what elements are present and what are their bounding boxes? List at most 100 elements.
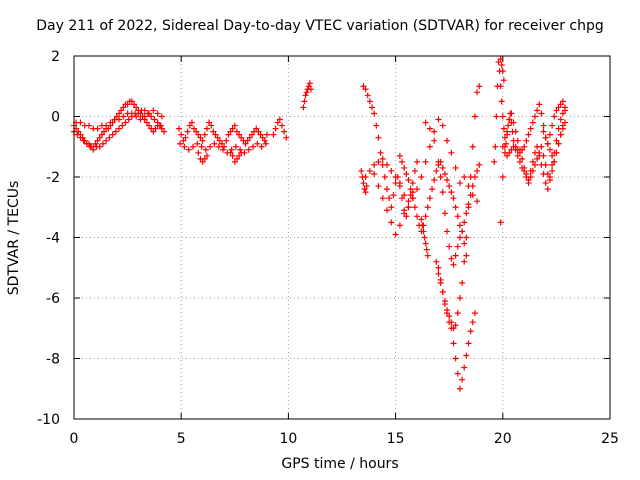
data-point	[185, 146, 192, 153]
data-point	[501, 134, 508, 141]
x-tick-label: 25	[601, 431, 619, 447]
data-point	[491, 158, 498, 165]
data-point	[497, 56, 504, 63]
data-point	[231, 158, 238, 165]
data-point	[154, 110, 161, 117]
x-axis-label: GPS time / hours	[281, 456, 399, 472]
data-point	[551, 158, 558, 165]
data-point	[96, 143, 103, 150]
data-point	[272, 125, 279, 132]
data-point	[510, 143, 517, 150]
data-point	[255, 128, 262, 135]
data-point	[431, 128, 438, 135]
data-point	[546, 131, 553, 138]
data-point	[248, 131, 255, 138]
data-point	[98, 131, 105, 138]
data-point	[549, 122, 556, 129]
data-point	[452, 322, 459, 329]
data-point	[493, 113, 500, 120]
data-point	[392, 231, 399, 238]
data-point	[118, 107, 125, 114]
data-point	[403, 170, 410, 177]
data-point	[446, 183, 453, 190]
data-point	[191, 125, 198, 132]
data-point	[141, 107, 148, 114]
data-point	[195, 149, 202, 156]
data-point	[401, 192, 408, 199]
data-point	[463, 234, 470, 241]
data-point	[551, 113, 558, 120]
plot-frame	[73, 55, 611, 420]
data-point	[128, 110, 135, 117]
data-point	[529, 158, 536, 165]
data-point	[452, 204, 459, 211]
data-point	[469, 183, 476, 190]
data-point	[444, 137, 451, 144]
data-point	[463, 252, 470, 259]
data-point	[463, 352, 470, 359]
data-point	[448, 319, 455, 326]
data-point	[506, 149, 513, 156]
y-tick-label: 2	[51, 49, 60, 65]
data-point	[218, 140, 225, 147]
data-point	[456, 234, 463, 241]
data-point	[456, 180, 463, 187]
data-point	[437, 174, 444, 180]
data-point	[439, 122, 446, 129]
data-point	[450, 195, 457, 202]
data-point	[80, 137, 87, 144]
data-point	[557, 101, 564, 108]
data-point	[103, 122, 110, 129]
data-point	[253, 125, 260, 132]
data-point	[540, 128, 547, 135]
data-point	[521, 143, 528, 150]
data-point	[105, 125, 112, 132]
data-point	[366, 98, 373, 105]
x-tick-label: 5	[177, 431, 186, 447]
data-point	[405, 198, 412, 205]
data-point	[506, 116, 513, 123]
data-point	[463, 210, 470, 217]
data-point	[538, 143, 545, 150]
data-point	[96, 134, 103, 141]
data-point	[379, 155, 386, 162]
data-point	[227, 128, 234, 135]
data-point	[401, 210, 408, 217]
data-point	[195, 131, 202, 138]
data-point	[422, 240, 429, 247]
data-point	[454, 370, 461, 377]
data-point	[529, 167, 536, 174]
data-point	[531, 113, 538, 120]
data-point	[444, 177, 451, 184]
data-point	[549, 161, 556, 168]
data-point	[120, 104, 127, 111]
data-point	[549, 167, 556, 174]
data-point	[199, 137, 206, 144]
y-tick-label: -4	[46, 231, 60, 247]
data-point	[422, 119, 429, 126]
data-point	[150, 128, 157, 135]
data-point	[540, 152, 547, 159]
data-point	[497, 83, 504, 90]
data-point	[263, 131, 270, 138]
data-point	[364, 92, 371, 99]
data-point	[306, 80, 313, 87]
data-point	[201, 131, 208, 138]
data-point	[474, 198, 481, 205]
x-tick-label: 20	[494, 431, 512, 447]
data-point	[237, 146, 244, 153]
data-point	[216, 137, 223, 144]
data-point	[461, 240, 468, 247]
data-point	[459, 228, 466, 235]
data-point	[112, 128, 119, 135]
data-point	[549, 152, 556, 159]
data-point	[116, 116, 123, 123]
data-point	[157, 122, 164, 129]
data-point	[197, 134, 204, 141]
data-point	[542, 134, 549, 141]
data-point	[559, 110, 566, 117]
data-point	[300, 104, 307, 111]
data-point	[392, 174, 399, 180]
data-point	[405, 204, 412, 211]
data-point	[529, 119, 536, 126]
